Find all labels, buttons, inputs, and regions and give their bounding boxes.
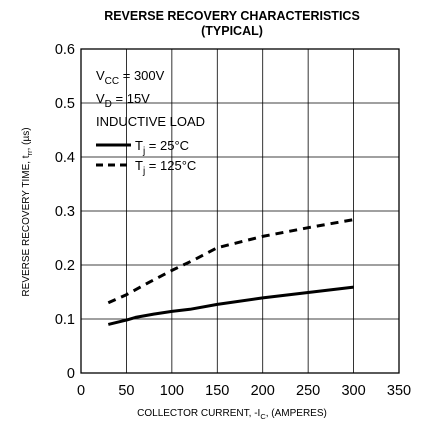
x-tick-label: 50 <box>118 383 134 399</box>
x-tick-label: 150 <box>205 383 229 399</box>
legend-label-25c: Tj = 25°C <box>135 138 189 157</box>
vcc-condition: VCC = 300V <box>96 68 165 87</box>
y-tick-label: 0.2 <box>55 258 75 274</box>
x-axis-label: COLLECTOR CURRENT, -IC, (AMPERES) <box>137 408 327 421</box>
legend-label-125c: Tj = 125°C <box>135 158 196 177</box>
x-tick-label: 250 <box>296 383 320 399</box>
series-lines <box>107 218 354 326</box>
tick-labels: 0 50 100 150 200 250 300 350 0 0.1 0.2 0.3 0.4 0.5 0.6 <box>55 42 411 399</box>
y-axis-label: REVERSE RECOVERY TIME, trr, (µs) <box>21 127 34 296</box>
test-conditions: VCC = 300V VD = 15V INDUCTIVE LOAD <box>96 68 205 129</box>
vd-condition: VD = 15V <box>96 91 150 110</box>
x-tick-label: 100 <box>160 383 184 399</box>
y-tick-label: 0.4 <box>55 150 75 166</box>
legend: Tj = 25°C Tj = 125°C <box>96 138 196 177</box>
x-tick-label: 0 <box>77 383 85 399</box>
load-condition: INDUCTIVE LOAD <box>96 114 205 129</box>
y-tick-label: 0.1 <box>55 312 75 328</box>
y-tick-label: 0.3 <box>55 204 75 220</box>
chart-title-line2: (TYPICAL) <box>201 24 263 38</box>
y-tick-label: 0.5 <box>55 96 75 112</box>
chart-title-line1: REVERSE RECOVERY CHARACTERISTICS <box>104 9 360 23</box>
series-line-125c <box>107 218 354 305</box>
series-line-25c <box>107 285 354 326</box>
x-tick-label: 350 <box>387 383 411 399</box>
y-tick-label: 0.6 <box>55 42 75 58</box>
x-tick-label: 200 <box>251 383 275 399</box>
x-tick-label: 300 <box>341 383 365 399</box>
plot-frame <box>80 48 400 374</box>
y-tick-label: 0 <box>67 366 75 382</box>
